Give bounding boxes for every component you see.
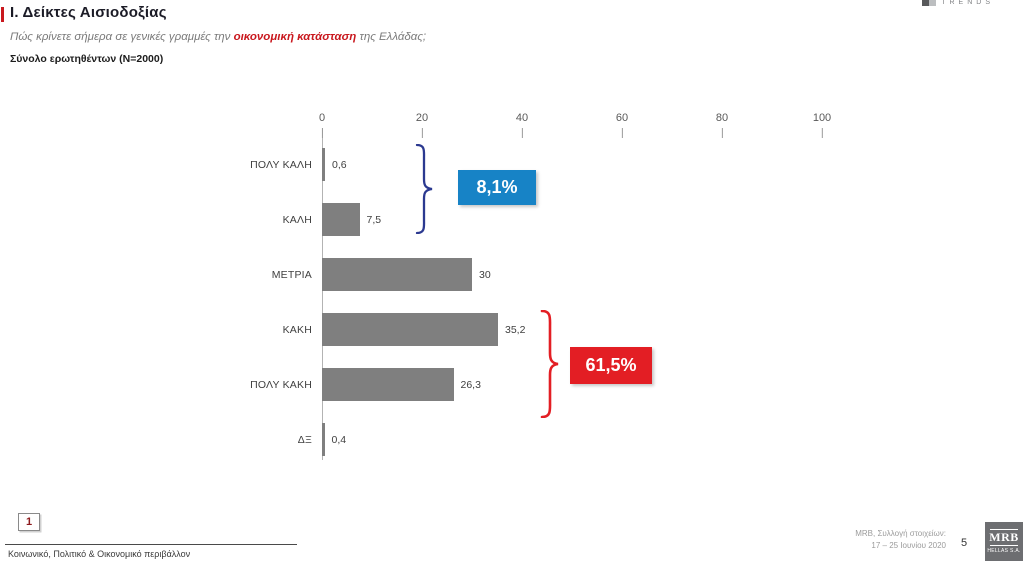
x-tick-label: 0 — [318, 112, 326, 124]
survey-question: Πώς κρίνετε σήμερα σε γενικές γραμμές τη… — [10, 31, 426, 43]
page-title: Ι. Δείκτες Αισιοδοξίας — [10, 4, 167, 21]
source-line-1: MRB, Συλλογή στοιχείων: — [855, 529, 946, 538]
trends-logo-text: TRENDS — [941, 0, 994, 6]
chart-row: ΠΟΛΥ ΚΑΛΗ 0,6 — [202, 137, 942, 192]
x-tick-label: 100 — [812, 112, 832, 124]
category-label: ΜΕΤΡΙΑ — [271, 268, 312, 281]
mrb-logo-subtext: HELLAS S.A. — [987, 547, 1021, 554]
bar — [322, 423, 325, 456]
source-line-2: 17 – 25 Ιουνίου 2020 — [871, 541, 946, 551]
x-tick-mark — [321, 128, 323, 138]
title-accent-bar — [1, 7, 4, 22]
x-tick: 100 — [813, 112, 831, 138]
bar — [322, 258, 472, 291]
mrb-logo: MRB HELLAS S.A. — [985, 522, 1023, 561]
question-suffix: της Ελλάδας; — [356, 31, 427, 43]
x-axis-ticks: 0 20 40 60 80 100 — [319, 112, 842, 140]
chart-row: ΜΕΤΡΙΑ 30 — [202, 247, 942, 302]
value-label: 26,3 — [460, 378, 481, 391]
trends-logo: TRENDS — [922, 0, 994, 6]
negative-total-badge: 61,5% — [570, 347, 652, 384]
x-tick-mark — [521, 128, 523, 138]
y-axis-line — [322, 128, 323, 460]
brace-negative-icon — [540, 310, 559, 418]
trends-logo-icon — [922, 0, 937, 6]
brace-positive-icon — [415, 144, 433, 234]
positive-total-badge: 8,1% — [458, 170, 536, 205]
category-label: ΚΑΛΗ — [282, 213, 312, 226]
x-tick: 40 — [516, 112, 528, 138]
x-tick: 20 — [416, 112, 428, 138]
x-tick: 80 — [716, 112, 728, 138]
x-tick-label: 40 — [515, 112, 529, 124]
footer-divider — [5, 544, 297, 545]
mrb-logo-text: MRB — [989, 530, 1019, 544]
value-label: 0,4 — [331, 433, 347, 446]
chart-rows: ΠΟΛΥ ΚΑΛΗ 0,6 ΚΑΛΗ 7,5 ΜΕΤΡΙΑ 30 ΚΑΚΗ 35,2 ΠΟΛΥ … — [202, 137, 942, 467]
question-highlight: οικονομική κατάσταση — [233, 31, 357, 43]
x-tick-label: 60 — [615, 112, 629, 124]
category-label: ΔΞ — [297, 433, 312, 446]
x-tick-label: 20 — [415, 112, 429, 124]
bar — [322, 148, 325, 181]
x-tick-label: 80 — [715, 112, 729, 124]
chart-row: ΔΞ 0,4 — [202, 412, 942, 467]
chart-row: ΚΑΛΗ 7,5 — [202, 192, 942, 247]
bar — [322, 203, 360, 236]
chart-row: ΚΑΚΗ 35,2 — [202, 302, 942, 357]
x-tick: 0 — [319, 112, 325, 138]
source-note: MRB, Συλλογή στοιχείων: 17 – 25 Ιουνίου … — [855, 528, 946, 553]
bar — [322, 313, 498, 346]
section-number-box: 1 — [18, 513, 40, 531]
x-tick-mark — [821, 128, 823, 138]
value-label: 7,5 — [366, 213, 382, 226]
page-number: 5 — [961, 537, 968, 549]
category-label: ΠΟΛΥ ΚΑΛΗ — [250, 158, 312, 171]
value-label: 35,2 — [505, 323, 526, 336]
section-label: Κοινωνικό, Πολιτικό & Οικονομικό περιβάλ… — [8, 549, 191, 559]
value-label: 30 — [479, 268, 491, 281]
sample-size-label: Σύνολο ερωτηθέντων (N=2000) — [10, 53, 164, 65]
x-tick-mark — [621, 128, 623, 138]
mrb-logo-rule-bottom — [990, 544, 1018, 546]
mrb-logo-rule-top — [990, 529, 1018, 530]
value-label: 0,6 — [332, 158, 347, 171]
category-label: ΚΑΚΗ — [282, 323, 312, 336]
x-tick: 60 — [616, 112, 628, 138]
chart-row: ΠΟΛΥ ΚΑΚΗ 26,3 — [202, 357, 942, 412]
bar — [322, 368, 454, 401]
category-label: ΠΟΛΥ ΚΑΚΗ — [250, 378, 312, 391]
question-prefix: Πώς κρίνετε σήμερα σε γενικές γραμμές τη… — [10, 31, 234, 43]
bar-chart: 0 20 40 60 80 100 ΠΟΛΥ ΚΑΛΗ 0,6 ΚΑΛΗ 7,5 ΜΕΤΡΙΑ 30… — [202, 112, 942, 492]
x-tick-mark — [421, 128, 423, 138]
x-tick-mark — [721, 128, 723, 138]
